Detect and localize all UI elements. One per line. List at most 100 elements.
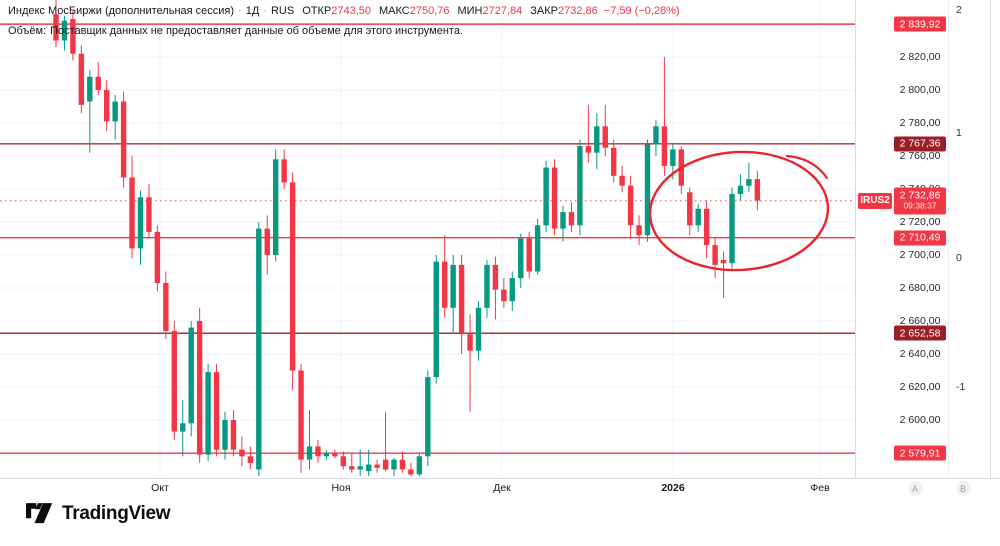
candle-body bbox=[112, 101, 118, 122]
candle-body bbox=[87, 76, 93, 102]
symbol-badge: IRUS2 bbox=[858, 192, 892, 209]
level-price-badge[interactable]: 2 652,58 bbox=[894, 325, 946, 341]
candle-body bbox=[509, 278, 515, 302]
candle-body bbox=[382, 459, 389, 470]
candle-body bbox=[703, 208, 710, 246]
level-price-badge[interactable]: 2 839,92 bbox=[894, 16, 946, 32]
candle-body bbox=[526, 238, 532, 272]
secondary-tick-label: 2 bbox=[956, 4, 962, 16]
candle-body bbox=[585, 146, 592, 153]
candle-body bbox=[340, 456, 346, 467]
price-change: −7,59 (−0,28%) bbox=[603, 5, 680, 17]
candle-body bbox=[306, 446, 313, 460]
candle-body bbox=[61, 20, 68, 41]
candle-body bbox=[653, 126, 659, 145]
candle-body bbox=[399, 459, 406, 470]
candle-body bbox=[543, 167, 549, 226]
candle-body bbox=[737, 185, 744, 194]
volume-row: Объём: Поставщик данных не предоставляет … bbox=[8, 24, 680, 39]
time-axis-label: Дек bbox=[493, 482, 511, 494]
candle-body bbox=[374, 464, 380, 468]
ohlc-value: 2727,84 bbox=[482, 5, 523, 17]
candle-body bbox=[568, 212, 575, 226]
candle-body bbox=[594, 126, 600, 153]
price-axis-separator bbox=[855, 0, 856, 478]
tradingview-wordmark[interactable]: TradingView bbox=[62, 502, 171, 524]
scale-button-b[interactable]: B bbox=[955, 481, 971, 496]
level-price-badge[interactable]: 2 579,91 bbox=[894, 445, 946, 461]
candle-body bbox=[315, 446, 321, 457]
legend-separator-2: · bbox=[263, 5, 267, 17]
price-tick-label: 2 600,00 bbox=[899, 414, 941, 426]
ohlc-label: МИН bbox=[457, 5, 483, 17]
price-tick-label: 2 640,00 bbox=[899, 348, 941, 360]
candle-body bbox=[712, 245, 718, 265]
candle-body bbox=[687, 192, 693, 226]
ohlc-label: ЗАКР bbox=[530, 5, 558, 17]
candle-body bbox=[577, 146, 583, 226]
ohlc-value: 2732,86 bbox=[558, 5, 598, 17]
price-tick-label: 2 620,00 bbox=[899, 381, 941, 393]
price-axis[interactable]: 2 820,002 800,002 780,002 760,002 740,00… bbox=[856, 0, 948, 478]
candle-body bbox=[289, 182, 296, 371]
interval-label[interactable]: 1Д bbox=[245, 5, 260, 17]
symbol-title[interactable]: Индекс МосБиржи (дополнительная сессия) bbox=[8, 5, 235, 17]
candle-body bbox=[391, 459, 397, 470]
time-axis-label: Окт bbox=[151, 482, 169, 494]
time-axis[interactable]: Окт Ноя Дек 2026 Фев A B bbox=[0, 478, 1000, 499]
candle-body bbox=[298, 370, 304, 460]
candle-body bbox=[416, 456, 423, 475]
tradingview-logo-icon[interactable] bbox=[26, 502, 53, 525]
symbol-info-row: Индекс МосБиржи (дополнительная сессия) ·… bbox=[8, 4, 680, 19]
candle-body bbox=[349, 466, 355, 470]
candle-body bbox=[425, 377, 431, 457]
last-price-badge: 2 732,86 09:38:37 bbox=[894, 187, 946, 215]
ohlc-value: 2750,76 bbox=[409, 5, 450, 17]
time-axis-label: Ноя bbox=[331, 482, 351, 494]
candle-body bbox=[695, 208, 701, 226]
candle-body bbox=[661, 126, 668, 166]
ohlc-label: ОТКР bbox=[302, 5, 332, 17]
candle-body bbox=[180, 423, 186, 432]
candle-body bbox=[644, 144, 651, 236]
drawn-ellipse-annotation[interactable] bbox=[647, 147, 831, 274]
footer: TradingView bbox=[26, 502, 171, 525]
candle-body bbox=[146, 197, 152, 232]
secondary-scale-axis[interactable]: 2 1 0 -1 bbox=[948, 0, 990, 478]
candle-body bbox=[205, 372, 211, 455]
candle-body bbox=[670, 149, 676, 166]
candle-body bbox=[484, 264, 490, 308]
candle-body bbox=[332, 453, 338, 457]
time-axis-label: Фев bbox=[810, 482, 830, 494]
price-tick-label: 2 680,00 bbox=[899, 282, 941, 294]
level-price-badge[interactable]: 2 767,36 bbox=[894, 136, 946, 152]
candlestick-chart[interactable] bbox=[0, 0, 855, 478]
candle-body bbox=[256, 228, 262, 470]
level-price-badge[interactable]: 2 710,49 bbox=[894, 230, 946, 246]
countdown-timer: 09:38:37 bbox=[903, 200, 937, 211]
scale-button-a[interactable]: A bbox=[907, 481, 923, 496]
price-tick-label: 2 780,00 bbox=[899, 117, 941, 129]
candle-body bbox=[501, 289, 507, 302]
candle-body bbox=[467, 334, 473, 351]
candle-body bbox=[611, 147, 617, 176]
candle-body bbox=[323, 453, 330, 457]
candle-body bbox=[213, 372, 220, 450]
ohlc-values: ОТКР2743,50 МАКС2750,76 МИН2727,84 ЗАКР2732… bbox=[294, 5, 598, 17]
candle-body bbox=[534, 225, 541, 272]
secondary-tick-label: 0 bbox=[956, 252, 962, 264]
legend-separator: · bbox=[238, 5, 242, 17]
drawn-ellipse-overlap bbox=[785, 154, 829, 180]
last-price-value: 2 732,86 bbox=[899, 189, 941, 202]
ohlc-label: МАКС bbox=[378, 5, 410, 17]
candle-body bbox=[273, 159, 279, 255]
price-tick-label: 2 720,00 bbox=[899, 216, 941, 228]
candle-body bbox=[636, 225, 642, 236]
candle-body bbox=[95, 76, 101, 90]
secondary-tick-label: -1 bbox=[956, 381, 966, 393]
candle-body bbox=[78, 53, 85, 105]
candle-body bbox=[475, 307, 482, 351]
volume-label[interactable]: Объём: bbox=[8, 25, 47, 37]
candle-body bbox=[746, 179, 752, 186]
